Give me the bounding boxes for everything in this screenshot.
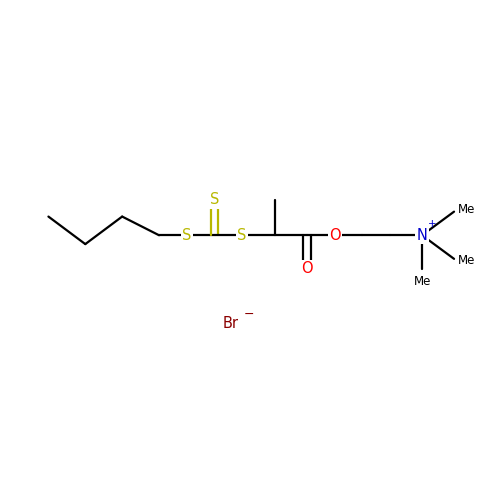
Text: O: O xyxy=(329,228,340,243)
Text: Me: Me xyxy=(458,203,475,216)
Text: Me: Me xyxy=(458,254,475,268)
Text: S: S xyxy=(182,228,192,243)
Text: N: N xyxy=(416,228,428,243)
Text: S: S xyxy=(210,192,220,208)
Text: S: S xyxy=(238,228,247,243)
Text: −: − xyxy=(244,308,254,322)
Text: +: + xyxy=(428,219,436,229)
Text: Br: Br xyxy=(222,316,238,331)
Text: O: O xyxy=(301,261,313,276)
Text: Me: Me xyxy=(414,274,431,287)
